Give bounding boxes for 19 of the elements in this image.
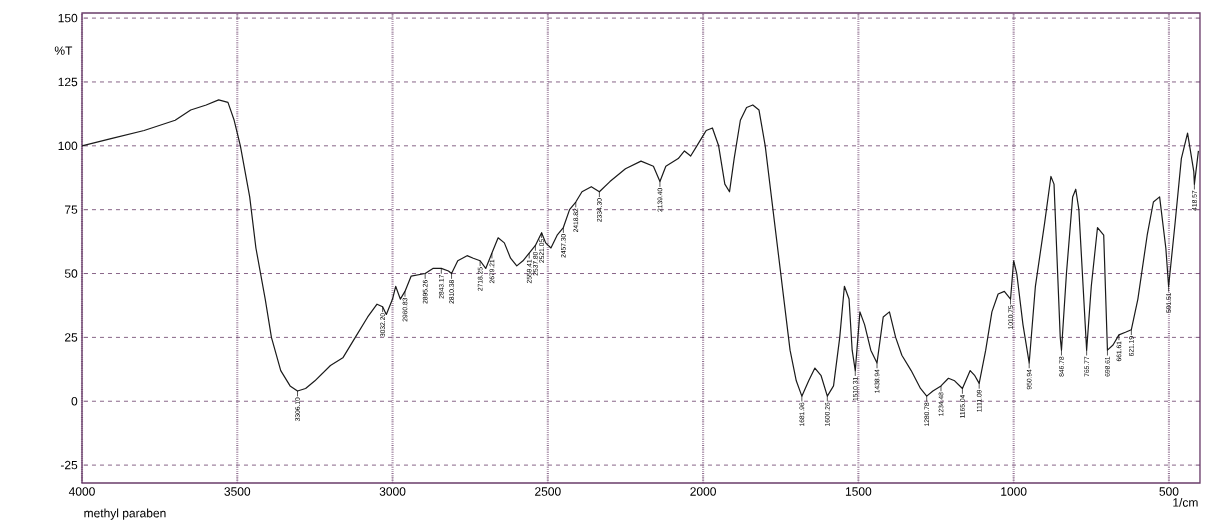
text: methyl paraben	[84, 508, 166, 520]
y-tick-label: 75	[64, 205, 78, 214]
y-tick-label: 0	[71, 396, 78, 406]
x-tick-label: 2000	[690, 487, 716, 496]
y-tick-label: -25	[60, 460, 78, 470]
y-tick-label: 50	[64, 269, 78, 278]
x-tick-label: 3500	[224, 487, 251, 496]
y-tick-label: 125	[58, 77, 78, 87]
x-tick-label: 3000	[379, 487, 406, 496]
y-axis-title: %T	[54, 46, 73, 55]
x-tick-label: 2500	[535, 487, 561, 496]
x-tick-label: 1000	[1001, 487, 1027, 496]
x-axis-title: 1/cm	[1173, 497, 1198, 507]
y-tick-label: 150	[58, 13, 78, 23]
x-tick-label: 500	[1159, 487, 1179, 496]
y-tick-label: 100	[58, 141, 78, 151]
x-tick-label: 4000	[68, 487, 95, 496]
x-tick-label: 1500	[845, 487, 872, 496]
y-tick-label: 25	[64, 333, 78, 342]
